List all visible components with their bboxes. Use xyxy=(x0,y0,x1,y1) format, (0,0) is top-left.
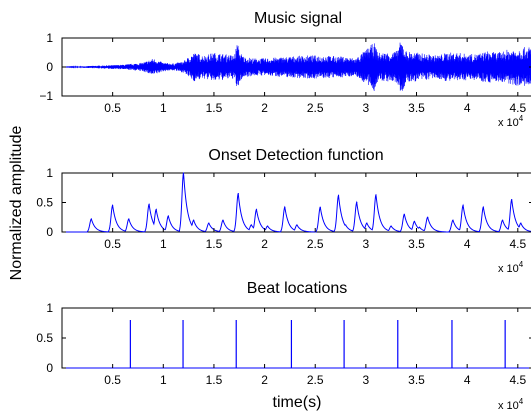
beat-locations-ticks: 0.5 1 1.5 2 2.5 3 3.5 4 4.5 0 0.5 1 xyxy=(36,301,531,387)
onset-detection-xtick-label: 3 xyxy=(363,237,370,251)
beat-locations-xtick-label: 2 xyxy=(261,373,268,387)
music-signal-ytick-label: 0 xyxy=(46,60,53,74)
onset-detection-data xyxy=(62,172,531,233)
onset-detection-axes-box xyxy=(61,172,531,233)
beat-locations-x-multiplier: x 104 xyxy=(498,397,524,412)
beat-locations-panel: Beat locations 0.5 1 1.5 2 2.5 3 3.5 4 4.500.51 … xyxy=(36,280,531,412)
onset-peak xyxy=(208,222,210,224)
onset-peak xyxy=(90,218,92,220)
onset-peak xyxy=(250,224,253,226)
onset-peak xyxy=(193,219,195,221)
beat-locations-x-multiplier-base: x 10 xyxy=(498,400,519,412)
beat-locations-axes-box xyxy=(61,307,531,369)
onset-peak xyxy=(337,194,340,197)
onset-peak xyxy=(284,206,286,208)
beat-locations-data xyxy=(62,320,531,369)
onset-peak xyxy=(375,194,377,196)
music-signal-xtick-label: 0.5 xyxy=(104,101,121,115)
beat-locations-ytick-label: 0.5 xyxy=(36,331,53,345)
onset-detection-xtick-label: 3.5 xyxy=(408,237,425,251)
beat-locations-xtick-label: 0.5 xyxy=(104,373,121,387)
onset-peak xyxy=(418,226,421,228)
onset-detection-ytick-label: 1 xyxy=(46,166,53,180)
onset-peak xyxy=(167,215,169,217)
music-signal-xtick-label: 3.5 xyxy=(408,101,425,115)
onset-peak xyxy=(356,201,358,204)
onset-detection-xtick-label: 0.5 xyxy=(104,237,121,251)
onset-detection-title: Onset Detection function xyxy=(208,147,383,164)
onset-peak xyxy=(390,225,392,227)
music-signal-title: Music signal xyxy=(254,10,342,27)
beat-locations-ytick-label: 1 xyxy=(46,301,53,315)
music-signal-ticks: 0.5 1 1.5 2 2.5 3 3.5 4 4.5 −1 0 1 xyxy=(39,31,531,115)
beat-locations-xtick-label: 1.5 xyxy=(206,373,223,387)
music-signal-xtick-label: 1.5 xyxy=(206,101,223,115)
onset-detection-xtick-label: 1.5 xyxy=(206,237,223,251)
onset-detection-xtick-label: 2 xyxy=(261,237,268,251)
music-signal-x-multiplier: x 104 xyxy=(498,114,524,129)
music-signal-waveform xyxy=(61,42,531,91)
onset-peak xyxy=(366,222,368,224)
onset-detection-x-multiplier: x 104 xyxy=(498,260,524,275)
onset-detection-ytick-label: 0.5 xyxy=(36,196,53,210)
onset-peak xyxy=(520,222,522,224)
onset-detection-curve xyxy=(62,173,531,233)
onset-peak xyxy=(462,204,464,207)
onset-peak xyxy=(267,225,269,227)
onset-peak xyxy=(182,172,185,174)
beat-locations-xtick-label: 4.5 xyxy=(509,373,526,387)
onset-detection-ytick-label: 0 xyxy=(46,225,53,239)
onset-detection-panel: Onset Detection function 0.5 1 1.5 2 2.5 3 3.5… xyxy=(36,147,531,275)
onset-peak xyxy=(237,193,239,195)
onset-peak xyxy=(148,203,150,205)
beat-locations-ytick-label: 0 xyxy=(46,361,53,375)
onset-peak xyxy=(502,219,504,221)
onset-detection-xtick-label: 4.5 xyxy=(509,237,526,251)
onset-peak xyxy=(112,204,114,207)
onset-detection-ticks: 0.5 1 1.5 2 2.5 3 3.5 4 4.5 0 0.5 1 xyxy=(36,166,531,251)
music-signal-ytick-label: −1 xyxy=(39,89,53,103)
music-signal-x-multiplier-exp: 4 xyxy=(519,114,524,123)
music-signal-xtick-label: 2.5 xyxy=(307,101,324,115)
onset-peak xyxy=(403,213,405,215)
music-signal-xtick-label: 1 xyxy=(160,101,167,115)
onset-peak xyxy=(319,206,321,208)
onset-detection-xtick-label: 4 xyxy=(464,237,471,251)
onset-peak xyxy=(155,208,157,211)
music-signal-x-multiplier-base: x 10 xyxy=(498,117,519,129)
music-signal-xtick-label: 3 xyxy=(363,101,370,115)
music-signal-data xyxy=(61,42,531,91)
onset-peak xyxy=(511,198,513,201)
onset-peak xyxy=(222,219,224,221)
beat-locations-xtick-label: 4 xyxy=(464,373,471,387)
beat-locations-xtick-label: 1 xyxy=(160,373,167,387)
music-signal-xtick-label: 4.5 xyxy=(509,101,526,115)
beat-locations-x-multiplier-exp: 4 xyxy=(519,397,524,406)
onset-detection-xtick-label: 1 xyxy=(160,237,167,251)
music-signal-panel: Music signal 0.5 1 1.5 2 2.5 3 3.5 4 4.5−101 x 1… xyxy=(39,10,531,129)
x-axis-label: time(s) xyxy=(273,394,322,411)
beat-locations-xtick-label: 2.5 xyxy=(307,373,324,387)
music-signal-xtick-label: 2 xyxy=(261,101,268,115)
onset-peak xyxy=(452,219,454,221)
onset-peak xyxy=(427,216,429,218)
music-signal-ytick-label: 1 xyxy=(46,31,53,45)
beat-locations-xtick-label: 3 xyxy=(363,373,370,387)
onset-peak xyxy=(413,220,416,222)
music-signal-xtick-label: 4 xyxy=(464,101,471,115)
onset-peak xyxy=(345,224,347,226)
onset-peak xyxy=(482,206,484,208)
beat-locations-xtick-label: 3.5 xyxy=(408,373,425,387)
onset-peak xyxy=(296,224,298,226)
beat-locations-title: Beat locations xyxy=(247,280,348,297)
onset-peak xyxy=(255,208,258,211)
onset-peak xyxy=(128,218,130,220)
onset-detection-xtick-label: 2.5 xyxy=(307,237,324,251)
onset-detection-x-multiplier-base: x 10 xyxy=(498,263,519,275)
onset-detection-x-multiplier-exp: 4 xyxy=(519,260,524,269)
y-axis-label: Normalized amplitude xyxy=(8,126,25,281)
